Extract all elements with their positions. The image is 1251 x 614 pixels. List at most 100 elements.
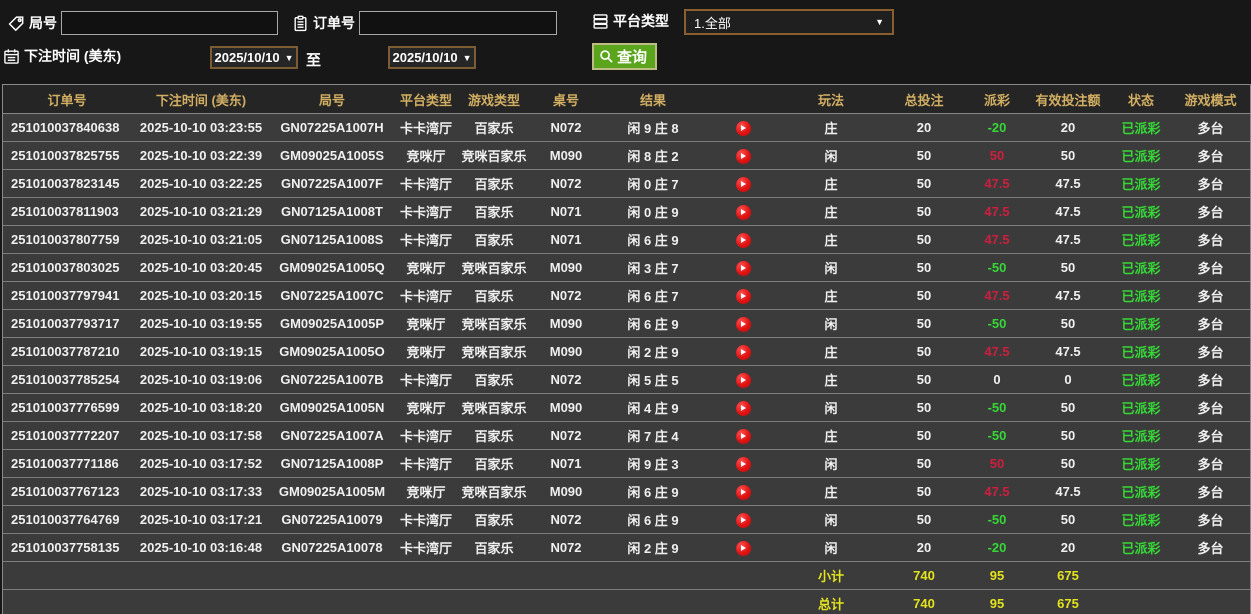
- date-to-picker[interactable]: 2025/10/10 ▼: [388, 46, 476, 69]
- cell-total-bet: 50: [879, 197, 969, 226]
- col-table-number: 桌号: [529, 85, 603, 114]
- round-number-input[interactable]: [61, 11, 278, 35]
- play-icon[interactable]: [735, 484, 751, 500]
- cell-round-number: GN07225A1007A: [271, 421, 393, 450]
- cell-order-number: 251010037840638: [11, 120, 120, 135]
- cell-replay: [703, 225, 783, 254]
- table-row: 251010037776599 2025-10-10 03:18:20 GM0902…: [3, 393, 1250, 422]
- cell-round-number: GM09025A1005M: [271, 477, 393, 506]
- subtotal-total-bet: 740: [879, 561, 969, 590]
- cell-replay: [703, 449, 783, 478]
- cell-table-number: M090: [529, 309, 603, 338]
- play-icon[interactable]: [735, 260, 751, 276]
- play-icon[interactable]: [735, 512, 751, 528]
- cell-status: 已派彩: [1121, 121, 1161, 136]
- cell-round-number: GN07225A1007B: [271, 365, 393, 394]
- tag-icon: [8, 15, 24, 31]
- cell-order-number: 251010037797941: [3, 281, 131, 310]
- cell-status: 已派彩: [1111, 365, 1171, 394]
- col-game-mode: 游戏模式: [1171, 85, 1250, 114]
- cell-order-number: 251010037776599: [3, 393, 131, 422]
- cell-valid-bet: 50: [1025, 393, 1111, 422]
- cell-play-type: 庄: [824, 121, 838, 136]
- cell-table-number: N071: [529, 197, 603, 226]
- play-icon[interactable]: [735, 176, 751, 192]
- order-number-input[interactable]: [359, 11, 557, 35]
- cell-valid-bet: 47.5: [1025, 281, 1111, 310]
- cell-table-number: N072: [529, 533, 603, 562]
- play-icon[interactable]: [735, 400, 751, 416]
- cell-table-number: M090: [529, 141, 603, 170]
- cell-valid-bet: 50: [1025, 309, 1111, 338]
- cell-table-number: N072: [529, 169, 603, 198]
- cell-table-number: N072: [529, 505, 603, 534]
- play-icon[interactable]: [735, 540, 751, 556]
- cell-order-number: 251010037793717: [3, 309, 131, 338]
- cell-order-number: 251010037803025: [3, 253, 131, 282]
- date-from-picker[interactable]: 2025/10/10 ▼: [210, 46, 298, 69]
- date-range-to-label: 至: [306, 52, 322, 69]
- cell-order-number: 251010037764769: [3, 505, 131, 534]
- table-row: 251010037764769 2025-10-10 03:17:21 GN0722…: [3, 505, 1250, 534]
- cell-result: 闲 6 庄 9: [603, 505, 703, 534]
- play-icon[interactable]: [735, 316, 751, 332]
- table-row: 251010037823145 2025-10-10 03:22:25 GN0722…: [3, 169, 1250, 198]
- cell-bet-time: 2025-10-10 03:21:05: [131, 225, 271, 254]
- cell-game-mode: 多台: [1171, 169, 1250, 198]
- cell-bet-time: 2025-10-10 03:17:52: [131, 449, 271, 478]
- cell-result: 闲 0 庄 9: [603, 197, 703, 226]
- cell-status: 已派彩: [1111, 169, 1171, 198]
- cell-total-bet: 50: [879, 225, 969, 254]
- cell-valid-bet: 50: [1025, 505, 1111, 534]
- cell-round-number: GM09025A1005O: [271, 337, 393, 366]
- cell-platform-type: 卡卡湾厅: [393, 169, 459, 198]
- cell-table-number: N072: [529, 281, 603, 310]
- cell-valid-bet: 47.5: [1025, 225, 1111, 254]
- cell-platform-type: 卡卡湾厅: [393, 505, 459, 534]
- platform-type-select[interactable]: 1.全部 ▼: [684, 9, 894, 35]
- cell-total-bet: 50: [879, 393, 969, 422]
- cell-table-number: N071: [529, 449, 603, 478]
- cell-round-number: GN07125A1008T: [271, 197, 393, 226]
- play-icon[interactable]: [735, 204, 751, 220]
- cell-game-type: 竞咪百家乐: [459, 309, 529, 338]
- play-icon[interactable]: [735, 120, 751, 136]
- cell-play-type: 闲: [783, 505, 879, 534]
- play-icon[interactable]: [735, 428, 751, 444]
- col-replay: [703, 85, 783, 114]
- cell-play-type: 闲: [783, 393, 879, 422]
- play-icon[interactable]: [735, 344, 751, 360]
- cell-bet-time: 2025-10-10 03:19:55: [131, 309, 271, 338]
- cell-round-number: GN07125A1008P: [271, 449, 393, 478]
- cell-order-number: 251010037772207: [3, 421, 131, 450]
- cell-result: 闲 5 庄 5: [603, 365, 703, 394]
- cell-platform-type: 竞咪厅: [393, 477, 459, 506]
- play-icon[interactable]: [735, 288, 751, 304]
- cell-status: 已派彩: [1111, 225, 1171, 254]
- query-button[interactable]: 查询: [592, 43, 658, 70]
- table-row: 251010037793717 2025-10-10 03:19:55 GM0902…: [3, 309, 1250, 338]
- table-row: 251010037840638 2025-10-10 03:23:55 GN0722…: [3, 114, 1250, 142]
- cell-order-number: 251010037823145: [3, 169, 131, 198]
- cell-table-number: M090: [529, 393, 603, 422]
- play-icon[interactable]: [735, 456, 751, 472]
- play-icon[interactable]: [735, 148, 751, 164]
- cell-game-type: 竞咪百家乐: [459, 477, 529, 506]
- col-play-type: 玩法: [783, 85, 879, 114]
- cell-payout: 50: [969, 449, 1025, 478]
- round-number-field-group: 局号: [8, 11, 278, 35]
- cell-order-number: 251010037767123: [3, 477, 131, 506]
- cell-valid-bet: 20: [1060, 120, 1076, 135]
- chevron-down-icon: ▼: [875, 17, 884, 27]
- cell-payout: -20: [987, 120, 1007, 135]
- order-number-field-group: 订单号: [292, 11, 557, 35]
- play-icon[interactable]: [735, 372, 751, 388]
- play-icon[interactable]: [735, 232, 751, 248]
- total-total-bet: 740: [879, 589, 969, 614]
- cell-round-number: GN07225A1007C: [271, 281, 393, 310]
- cell-play-type: 庄: [783, 365, 879, 394]
- cell-valid-bet: 47.5: [1025, 477, 1111, 506]
- col-result: 结果: [603, 85, 703, 114]
- cell-platform-type: 卡卡湾厅: [393, 281, 459, 310]
- cell-game-type: 竞咪百家乐: [459, 337, 529, 366]
